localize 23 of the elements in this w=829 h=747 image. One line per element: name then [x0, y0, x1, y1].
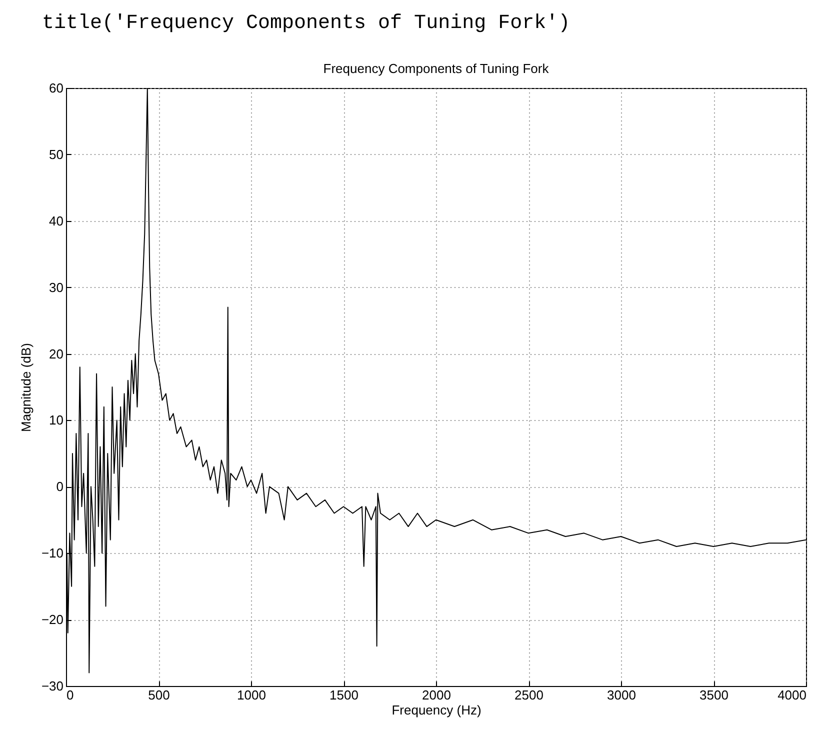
y-tick-label: 10 [49, 412, 64, 428]
x-tick-label: 2000 [422, 688, 451, 702]
x-tick-label: 3000 [607, 688, 636, 702]
y-tick-label: 40 [49, 213, 64, 228]
y-tick-label: 50 [49, 146, 64, 162]
x-tick-label: 4000 [778, 688, 806, 702]
y-tick-label: 20 [49, 346, 64, 362]
y-tick-label: −30 [41, 678, 64, 694]
x-tick-label: 1000 [237, 688, 266, 702]
chart-title: Frequency Components of Tuning Fork [323, 61, 550, 76]
x-tick-label: 500 [148, 688, 170, 702]
y-tick-label: 0 [56, 479, 64, 494]
y-tick-label: −20 [41, 612, 64, 628]
x-tick-label: 1500 [330, 688, 358, 702]
y-tick-label: −10 [41, 546, 64, 561]
y-tick-label: 60 [49, 80, 64, 96]
text: title('Frequency Components of Tuning Fork') [42, 12, 572, 36]
x-tick-label: 3500 [700, 688, 728, 702]
x-tick-label: 0 [66, 688, 74, 702]
x-tick-label: 2500 [514, 688, 544, 702]
y-axis-title: Magnitude (dB) [18, 343, 34, 432]
x-axis-title: Frequency (Hz) [392, 702, 482, 718]
y-tick-label: 30 [49, 280, 64, 295]
